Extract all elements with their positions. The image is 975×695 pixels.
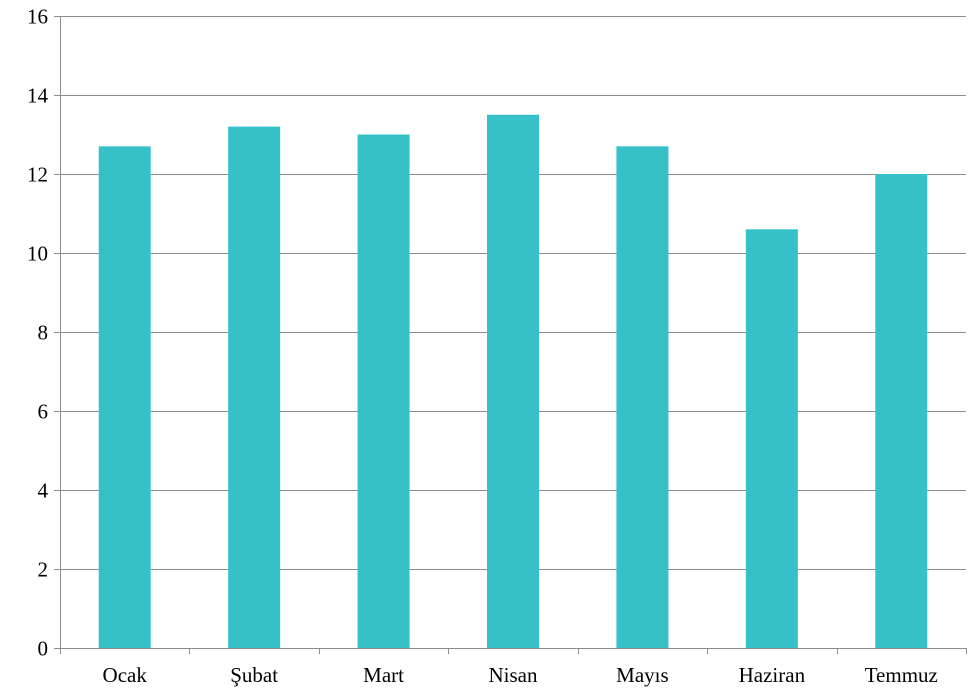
bar bbox=[487, 114, 539, 648]
bar bbox=[228, 126, 281, 649]
bars bbox=[98, 114, 928, 649]
y-tick-label: 10 bbox=[27, 242, 48, 266]
x-tick-label: Ocak bbox=[103, 663, 148, 687]
y-tick-label: 0 bbox=[38, 637, 49, 661]
bar bbox=[875, 174, 928, 648]
x-tick-label: Haziran bbox=[739, 663, 806, 687]
y-tick-label: 12 bbox=[27, 163, 48, 187]
y-tick-label: 16 bbox=[27, 5, 48, 29]
bar bbox=[616, 146, 669, 648]
x-tick-label: Temmuz bbox=[865, 663, 938, 687]
y-tick-labels: 0 2 4 6 8 10 12 14 16 bbox=[27, 5, 49, 661]
x-tick-label: Mayıs bbox=[616, 663, 669, 687]
axes bbox=[54, 16, 967, 654]
bar bbox=[745, 229, 798, 649]
x-tick-label: Mart bbox=[363, 663, 404, 687]
x-tick-labels: Ocak Şubat Mart Nisan Mayıs Haziran Temmuz bbox=[103, 663, 938, 687]
bar bbox=[357, 134, 410, 648]
y-tick-label: 4 bbox=[38, 479, 49, 503]
y-tick-label: 14 bbox=[27, 84, 49, 108]
x-tick-label: Nisan bbox=[489, 663, 538, 687]
y-tick-label: 8 bbox=[38, 321, 49, 345]
y-tick-label: 6 bbox=[38, 400, 49, 424]
y-tick-label: 2 bbox=[38, 558, 49, 582]
x-tick-label: Şubat bbox=[230, 663, 278, 687]
bar bbox=[98, 146, 151, 648]
